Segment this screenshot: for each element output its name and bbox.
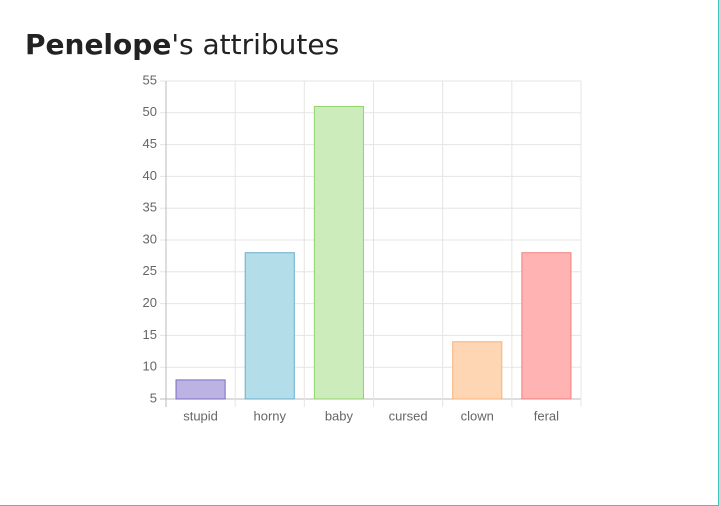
x-tick-label: stupid: [183, 408, 218, 423]
x-tick-label: baby: [325, 408, 354, 423]
bar: [175, 379, 226, 400]
y-tick-label: 25: [143, 263, 157, 278]
x-tick-label: cursed: [389, 408, 428, 423]
y-tick-label: 15: [143, 327, 157, 342]
page-title: Penelope's attributes: [25, 28, 339, 61]
y-tick-label: 10: [143, 359, 157, 374]
y-tick-label: 50: [143, 104, 157, 119]
x-tick-label: clown: [461, 408, 494, 423]
bar: [244, 252, 295, 400]
x-tick-label: feral: [534, 408, 559, 423]
y-tick-label: 20: [143, 295, 157, 310]
y-tick-label: 5: [150, 390, 157, 405]
title-suffix: 's attributes: [171, 28, 340, 61]
bar: [521, 252, 572, 400]
y-tick-label: 55: [143, 72, 157, 87]
y-tick-label: 40: [143, 168, 157, 183]
bar: [452, 341, 503, 400]
y-tick-label: 45: [143, 136, 157, 151]
title-name: Penelope: [25, 28, 172, 61]
y-tick-label: 30: [143, 231, 157, 246]
x-tick-label: horny: [253, 408, 286, 423]
y-tick-label: 35: [143, 200, 157, 215]
bar: [313, 105, 364, 400]
